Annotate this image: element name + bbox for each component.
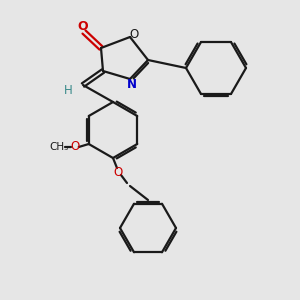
Text: O: O [70,140,80,154]
Text: O: O [129,28,139,40]
Text: H: H [64,85,72,98]
Text: O: O [78,20,88,34]
Text: N: N [127,77,137,91]
Text: O: O [113,166,123,178]
Text: CH₃: CH₃ [49,142,68,152]
